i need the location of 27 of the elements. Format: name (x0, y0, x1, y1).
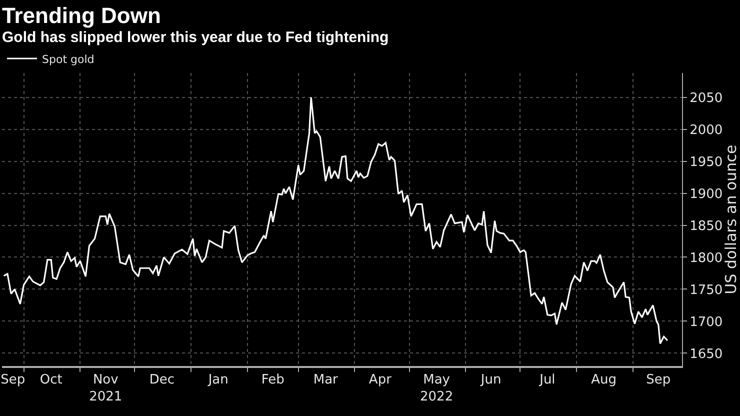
x-tick-label: Sep (0, 372, 26, 388)
x-tick-label: Oct (40, 372, 62, 388)
y-tick-label: 1850 (690, 218, 723, 234)
y-tick-label: 2050 (690, 90, 723, 106)
chart-subtitle: Gold has slipped lower this year due to Fed tightening (2, 29, 389, 46)
y-tick-label: 1650 (690, 346, 723, 362)
x-tick-label: May 2022 (420, 372, 454, 404)
line-series (3, 96, 668, 344)
x-tick-label: Jul (538, 372, 556, 388)
x-tick-label: Apr (368, 372, 392, 388)
x-tick-label: Aug (591, 372, 617, 388)
x-tick-label: Dec (149, 372, 175, 388)
y-axis-title: US dollars an ounce (722, 144, 740, 294)
chart-title: Trending Down (2, 3, 161, 28)
x-tick-label: Feb (261, 372, 284, 388)
y-tick-label: 2000 (690, 122, 723, 138)
y-tick-label: 1700 (690, 314, 723, 330)
x-tick-label: Mar (313, 372, 339, 388)
legend-label: Spot gold (42, 52, 94, 66)
x-tick-label: Jan (207, 372, 228, 388)
y-tick-label: 1950 (690, 154, 723, 170)
x-tick-label: Jun (480, 372, 502, 388)
x-tick-label: Sep (646, 372, 671, 388)
y-tick-label: 1800 (690, 250, 723, 266)
y-tick-label: 1750 (690, 282, 723, 298)
x-tick-label: Nov 2021 (89, 372, 122, 404)
y-tick-label: 1900 (690, 186, 723, 202)
